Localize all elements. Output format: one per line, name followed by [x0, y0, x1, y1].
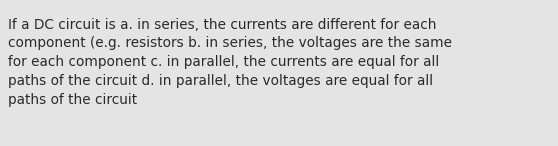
Text: If a DC circuit is a. in series, the currents are different for each
component (: If a DC circuit is a. in series, the cur… — [8, 18, 453, 107]
